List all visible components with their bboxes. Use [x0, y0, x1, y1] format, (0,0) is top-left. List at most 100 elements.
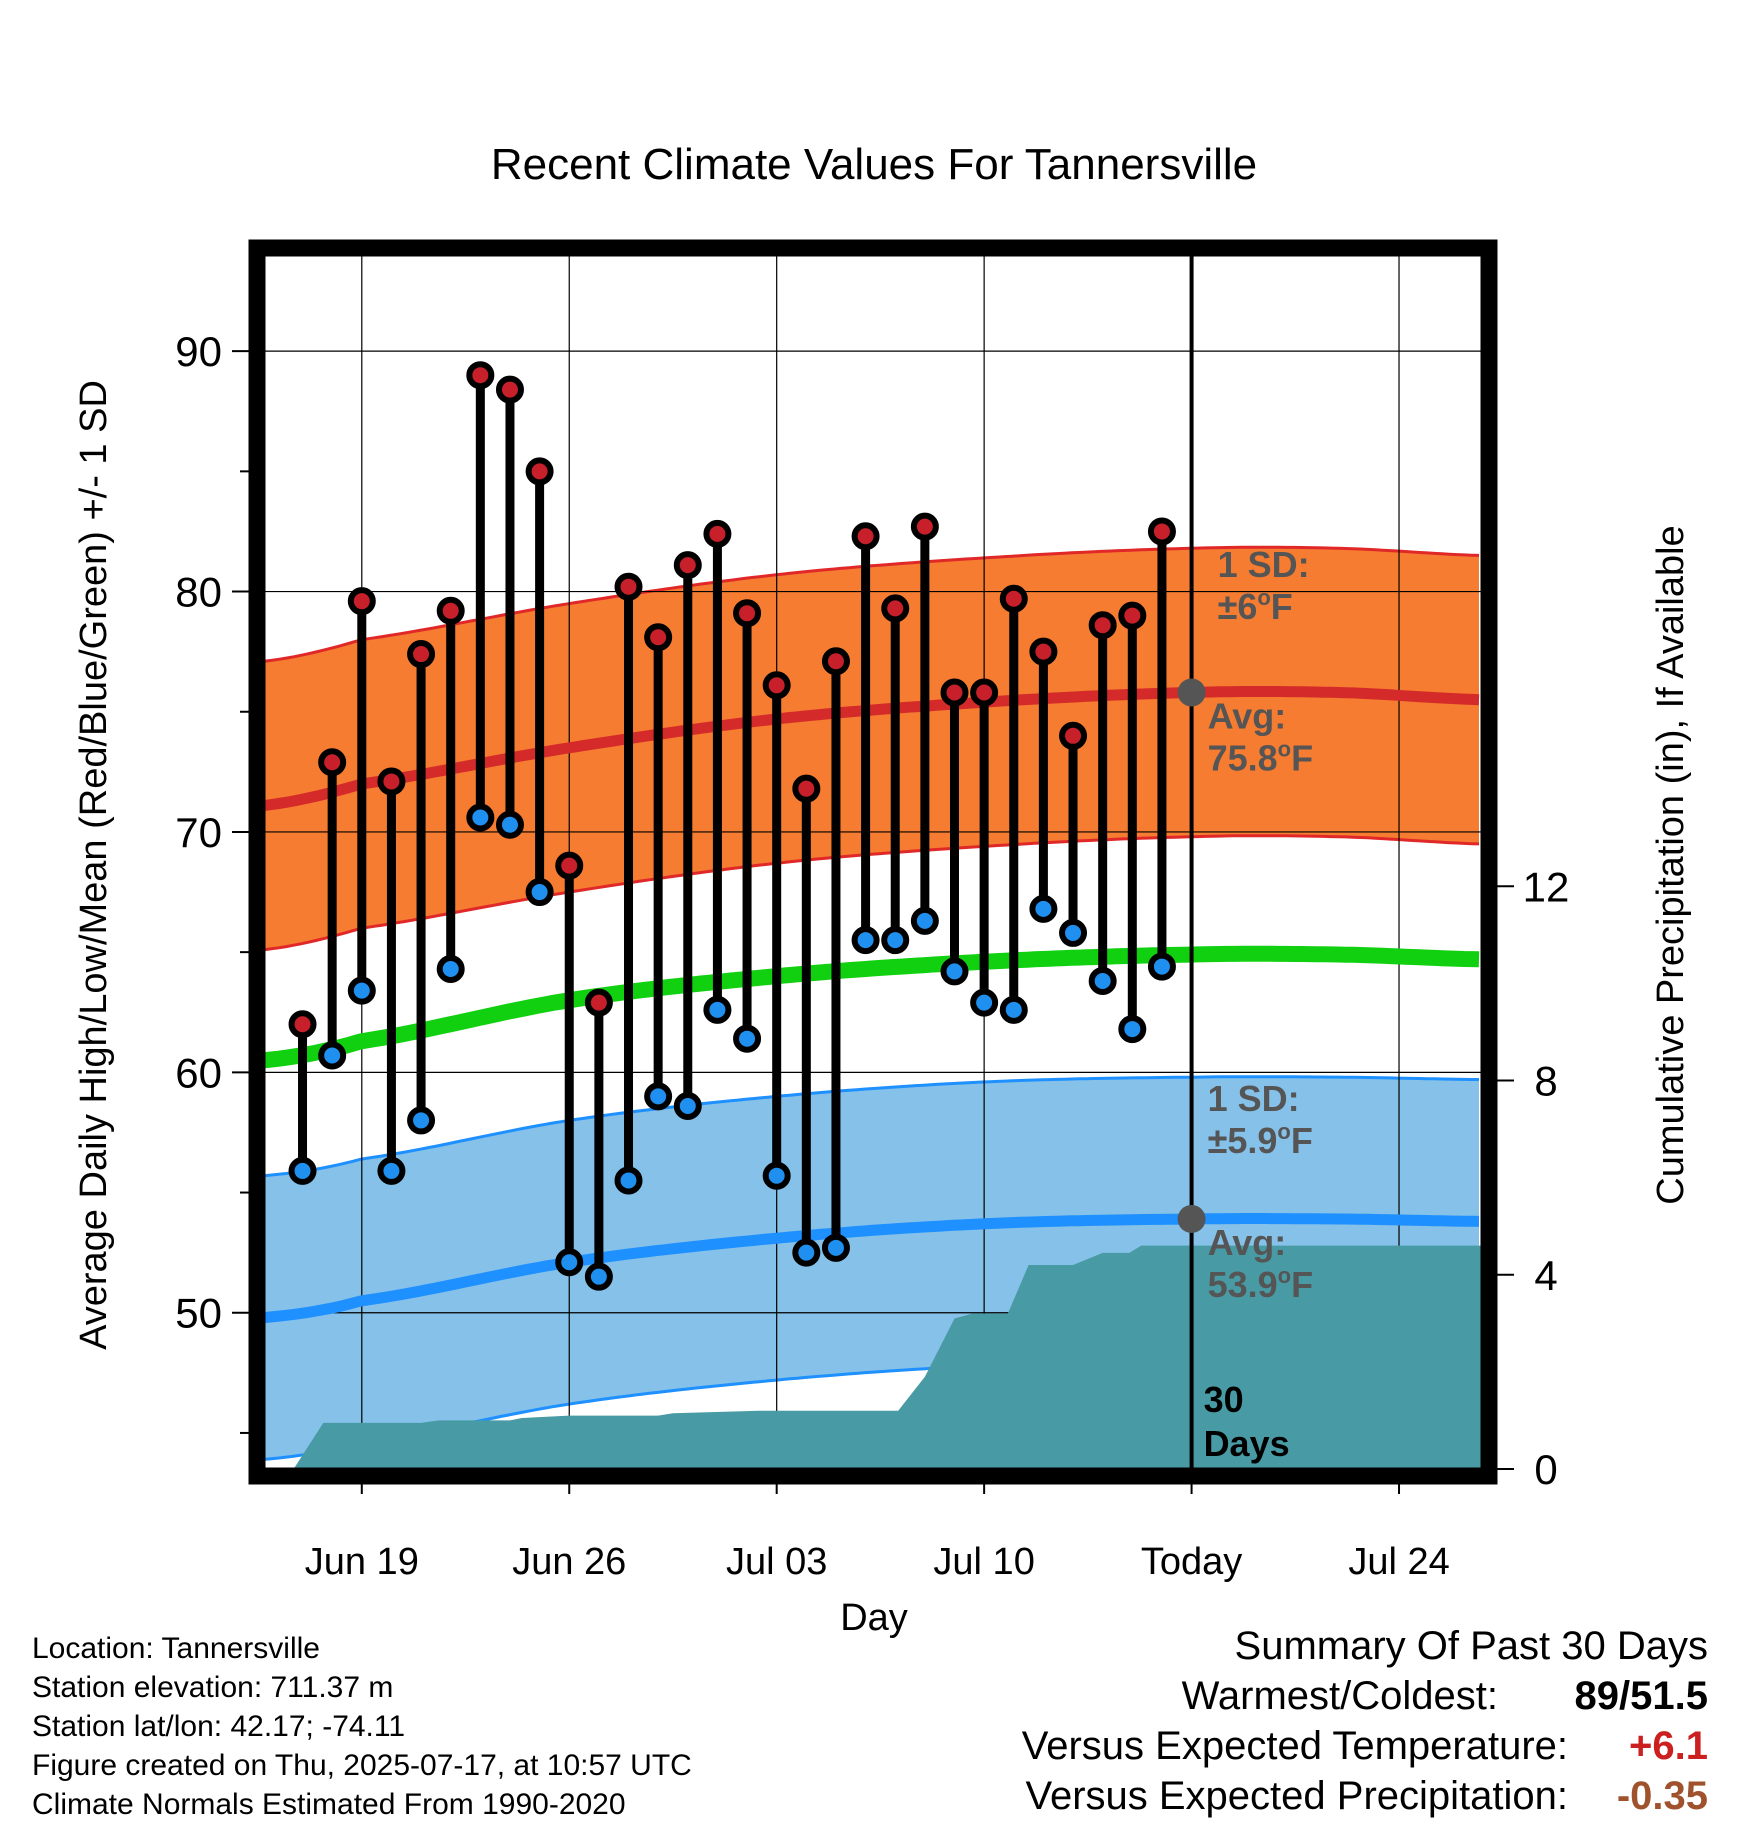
high-sd-annotation: 1 SD: ±6oF: [1218, 544, 1310, 627]
y2-tick-label: 4: [1534, 1252, 1557, 1299]
low-sd-upper-edge: [264, 1075, 1479, 1178]
high-point: [1059, 721, 1088, 750]
high-point: [881, 594, 910, 623]
x-tick-label: Jul 24: [1348, 1541, 1449, 1583]
low-point: [910, 906, 939, 935]
high-point: [318, 748, 347, 777]
avg-high-line: [264, 686, 1480, 811]
high-point: [970, 678, 999, 707]
summary-precip-label: Versus Expected Precipitation:: [1025, 1774, 1568, 1818]
high-point: [1147, 517, 1176, 546]
low-avg-annotation: Avg: 53.9oF: [1208, 1222, 1314, 1305]
low-point: [703, 995, 732, 1024]
today-window-label: 30 Days: [1204, 1379, 1290, 1464]
summary-temp-label: Versus Expected Temperature:: [1021, 1724, 1568, 1768]
summary-precip-value: -0.35: [1616, 1774, 1708, 1818]
y-axis-label: Average Daily High/Low/Mean (Red/Blue/Gr…: [73, 380, 115, 1350]
high-point: [703, 519, 732, 548]
high-point: [940, 678, 969, 707]
low-point: [1147, 952, 1176, 981]
low-point: [495, 810, 524, 839]
low-point: [851, 926, 880, 955]
low-point: [762, 1161, 791, 1190]
low-point: [1088, 966, 1117, 995]
low-point: [999, 995, 1028, 1024]
low-point: [555, 1248, 584, 1277]
x-tick-label: Jun 26: [512, 1541, 626, 1583]
low-sd-annotation: 1 SD: ±5.9oF: [1208, 1078, 1313, 1161]
high-point: [347, 587, 376, 616]
high-point: [1118, 601, 1147, 630]
avg-low-line: [264, 1213, 1480, 1324]
high-point: [584, 988, 613, 1017]
high-point: [910, 512, 939, 541]
high-sd-lower-edge: [264, 834, 1480, 952]
low-point: [1118, 1015, 1147, 1044]
high-point: [851, 522, 880, 551]
high-point: [999, 584, 1028, 613]
low-point: [377, 1156, 406, 1185]
high-point: [436, 596, 465, 625]
y2-tick-label: 0: [1534, 1446, 1557, 1493]
y-tick-label: 70: [175, 809, 222, 856]
high-point: [407, 640, 436, 669]
chart-title: Recent Climate Values For Tannersville: [491, 140, 1257, 189]
low-point: [407, 1106, 436, 1135]
x-tick-label: Jul 10: [933, 1541, 1034, 1583]
high-point: [673, 551, 702, 580]
y2-tick-label: 12: [1523, 863, 1570, 910]
high-point: [1088, 611, 1117, 640]
low-point: [525, 878, 554, 907]
high-point: [466, 361, 495, 390]
high-point: [495, 375, 524, 404]
summary-warm-cold-label: Warmest/Coldest:: [1181, 1674, 1498, 1718]
high-point: [821, 647, 850, 676]
today-avg-high-marker: [1177, 678, 1206, 707]
y-tick-label: 50: [175, 1290, 222, 1337]
footer-normals: Climate Normals Estimated From 1990-2020: [32, 1788, 626, 1821]
high-point: [555, 851, 584, 880]
high-sd-band: [264, 547, 1479, 950]
high-point: [525, 457, 554, 486]
low-point: [318, 1041, 347, 1070]
today-avg-low-marker: [1177, 1204, 1206, 1233]
high-point: [614, 572, 643, 601]
x-axis-label: Day: [840, 1597, 908, 1639]
plot-area: [264, 255, 1482, 1469]
low-point: [644, 1082, 673, 1111]
high-point: [792, 774, 821, 803]
low-point: [614, 1166, 643, 1195]
footer-latlon: Station lat/lon: 42.17; -74.11: [32, 1710, 406, 1743]
y-tick-label: 90: [175, 328, 222, 375]
high-point: [288, 1010, 317, 1039]
low-point: [733, 1024, 762, 1053]
low-point: [1029, 894, 1058, 923]
avg-mean-line: [264, 945, 1480, 1069]
precip-area: [293, 1245, 1482, 1469]
low-point: [821, 1233, 850, 1262]
high-point: [644, 623, 673, 652]
low-point: [347, 976, 376, 1005]
low-point: [970, 988, 999, 1017]
low-point: [673, 1092, 702, 1121]
y-tick-label: 60: [175, 1049, 222, 1096]
low-point: [881, 926, 910, 955]
footer-created: Figure created on Thu, 2025-07-17, at 10…: [32, 1749, 692, 1782]
plot-frame: [248, 239, 1498, 1485]
x-tick-label: Today: [1141, 1541, 1242, 1583]
y-tick-label: 80: [175, 569, 222, 616]
low-point: [288, 1156, 317, 1185]
high-point: [733, 599, 762, 628]
low-point: [466, 803, 495, 832]
high-point: [1029, 637, 1058, 666]
y2-tick-label: 8: [1534, 1058, 1557, 1105]
low-point: [1059, 918, 1088, 947]
summary-temp-value: +6.1: [1629, 1724, 1708, 1768]
summary-warm-cold-value: 89/51.5: [1574, 1674, 1708, 1718]
y2-axis-label: Cumulative Precipitation (in), If Availa…: [1650, 525, 1692, 1204]
low-point: [584, 1262, 613, 1291]
high-avg-annotation: Avg: 75.8oF: [1208, 696, 1314, 779]
high-point: [762, 671, 791, 700]
x-tick-label: Jul 03: [726, 1541, 827, 1583]
